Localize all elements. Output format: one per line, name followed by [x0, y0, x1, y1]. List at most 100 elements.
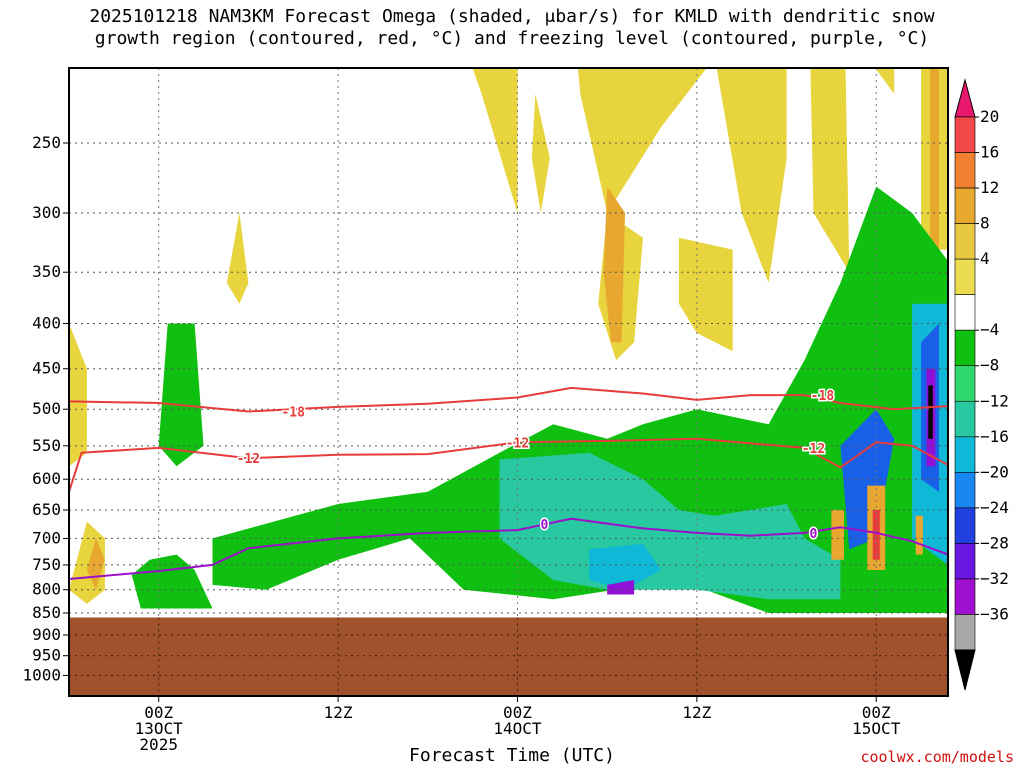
colorbar-label: 8	[980, 214, 990, 233]
x-tick-label: 14OCT	[493, 719, 542, 738]
omega-region-cyan	[589, 543, 661, 590]
y-tick-label: 350	[32, 262, 61, 281]
plot-frame	[68, 67, 949, 697]
colorbar-swatch	[954, 294, 976, 331]
colorbar-swatch	[954, 187, 976, 224]
y-tick-label: 800	[32, 580, 61, 599]
omega-region-yellow	[577, 68, 787, 283]
colorbar-swatch	[954, 116, 976, 153]
x-tick-label: 00Z	[144, 703, 173, 722]
contour-label: -18	[281, 406, 305, 421]
contour-label: -12	[802, 442, 825, 457]
colorbar-label: −8	[980, 356, 999, 375]
x-tick-label: 15OCT	[852, 719, 901, 738]
y-tick-label: 700	[32, 528, 61, 547]
colorbar-label: −4	[980, 320, 999, 339]
omega-region-orange	[603, 186, 626, 343]
x-tick-label: 12Z	[324, 703, 353, 722]
colorbar-swatch	[954, 614, 976, 651]
y-tick-label: 950	[32, 646, 61, 665]
colorbar-label: −28	[980, 533, 1009, 552]
omega-region-yellow	[810, 68, 850, 273]
omega-region-green	[212, 186, 948, 613]
contour-line-purple	[69, 517, 948, 580]
colorbar-label: −32	[980, 569, 1009, 588]
y-tick-label: 600	[32, 469, 61, 488]
omega-region-yellow	[226, 213, 249, 304]
colorbar-swatch	[954, 258, 976, 295]
terrain-layer	[69, 617, 948, 696]
colorbar-label: −36	[980, 604, 1009, 623]
colorbar-label: −16	[980, 427, 1009, 446]
contour-line-red	[69, 386, 948, 413]
colorbar-arrow-bottom	[954, 649, 976, 691]
colorbar-label: −20	[980, 462, 1009, 481]
colorbar-arrow-top	[954, 78, 976, 118]
y-tick-label: 500	[32, 399, 61, 418]
terrain-fill	[69, 617, 948, 696]
y-tick-label: 1000	[22, 665, 61, 684]
colorbar-label: 12	[980, 178, 999, 197]
omega-region-orange	[930, 68, 939, 250]
y-tick-label: 400	[32, 314, 61, 333]
contour-label: -12	[506, 436, 529, 451]
omega-region-orange	[831, 510, 844, 560]
colorbar-swatch	[954, 436, 976, 473]
colorbar-swatch	[954, 329, 976, 367]
colorbar-swatch	[954, 223, 976, 260]
omega-region-green	[158, 323, 204, 467]
colorbar-swatch	[954, 543, 976, 580]
omega-region-yellow	[472, 68, 518, 213]
x-tick-label: 12Z	[682, 703, 711, 722]
y-tick-label: 650	[32, 500, 61, 519]
contours: -18 -18 -12 -12 -12 0 0	[69, 386, 948, 580]
y-tick-label: 250	[32, 133, 61, 152]
colorbar-label: −12	[980, 391, 1009, 410]
y-tick-label: 850	[32, 603, 61, 622]
omega-region-yellow	[875, 68, 895, 94]
colorbar-label: −24	[980, 498, 1009, 517]
colorbar-swatch	[954, 365, 976, 402]
y-tick-label: 300	[32, 203, 61, 222]
contour-label: 0	[540, 518, 548, 533]
colorbar-label: 16	[980, 143, 999, 162]
contour-label: -12	[237, 452, 260, 467]
x-tick-label: 2025	[139, 735, 178, 754]
chart-title-line1: 2025101218 NAM3KM Forecast Omega (shaded…	[89, 6, 935, 27]
contour-label: -18	[811, 389, 835, 404]
omega-region-yellow	[678, 237, 733, 352]
y-axis: 250 300 350 400 450 500 550 600 650 700 750 800 850 9…	[22, 133, 69, 684]
colorbar-swatch	[954, 578, 976, 615]
x-tick-label: 00Z	[862, 703, 891, 722]
colorbar-swatch	[954, 400, 976, 438]
omega-region-orange	[915, 515, 923, 555]
omega-region-yellow	[69, 323, 87, 467]
colorbar-label: 4	[980, 249, 990, 268]
colorbar-swatch	[954, 507, 976, 544]
omega-region-yellow	[531, 93, 550, 213]
omega-region-red	[872, 510, 880, 560]
colorbar-swatch	[954, 152, 976, 189]
omega-region-purple	[607, 580, 635, 595]
contour-label: 0	[810, 527, 818, 542]
omega-region-black	[928, 385, 933, 439]
colorbar-label: 20	[980, 107, 999, 126]
colorbar: 20 16 12 8 4 −4 −8 −12 −16 −20 −24 −28 −32 −36	[954, 78, 1009, 691]
omega-shading	[69, 68, 948, 613]
credit-text[interactable]: coolwx.com/models	[860, 748, 1014, 766]
y-tick-label: 900	[32, 625, 61, 644]
omega-region-teal	[499, 452, 841, 600]
colorbar-swatch	[954, 472, 976, 509]
contour-line-red	[69, 437, 948, 493]
x-tick-label: 13OCT	[135, 719, 184, 738]
x-axis-label: Forecast Time (UTC)	[409, 745, 615, 766]
y-tick-label: 450	[32, 359, 61, 378]
y-tick-label: 550	[32, 436, 61, 455]
omega-region-green	[131, 554, 213, 609]
chart-title-line2: growth region (contoured, red, °C) and f…	[94, 28, 930, 49]
gridlines	[69, 68, 948, 696]
y-tick-label: 750	[32, 555, 61, 574]
x-tick-label: 00Z	[503, 703, 532, 722]
